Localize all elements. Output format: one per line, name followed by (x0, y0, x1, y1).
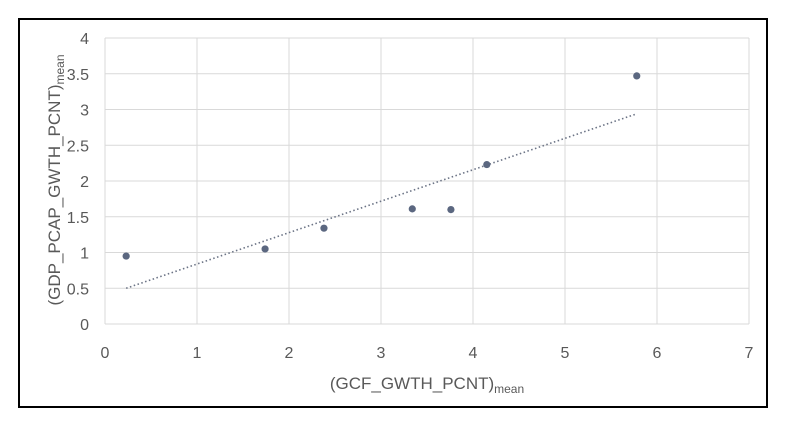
y-tick-label: 3 (80, 103, 89, 120)
y-tick-label: 2 (80, 174, 89, 191)
x-tick-label: 7 (745, 345, 754, 362)
y-tick-label: 0.5 (67, 281, 89, 298)
y-axis-title: (GDP_PCAP_GWTH_PCNT)mean (45, 54, 67, 305)
x-tick-label: 1 (193, 345, 202, 362)
y-tick-label: 1 (80, 246, 89, 263)
data-points (122, 72, 641, 260)
x-tick-label: 4 (469, 345, 478, 362)
data-point (483, 160, 491, 169)
y-tick-label: 1.5 (67, 210, 89, 227)
chart-frame (18, 18, 768, 408)
x-tick-label: 3 (377, 345, 386, 362)
y-axis-title-sub: mean (53, 54, 67, 84)
x-tick-labels: 0 1 2 3 4 5 6 7 (101, 345, 754, 362)
y-tick-labels: 0 0.5 1 1.5 2 2.5 3 3.5 4 (67, 31, 89, 334)
y-tick-label: 2.5 (67, 138, 89, 155)
data-point (633, 72, 641, 80)
y-tick-label: 4 (80, 31, 89, 48)
x-axis-title-main: (GCF_GWTH_PCNT) (330, 374, 494, 393)
x-axis-title-sub: mean (494, 382, 524, 396)
data-point (408, 205, 416, 213)
data-point (447, 206, 455, 214)
x-tick-label: 2 (285, 345, 294, 362)
data-point (261, 245, 269, 253)
x-tick-label: 6 (653, 345, 662, 362)
data-point (122, 252, 130, 260)
x-tick-label: 5 (561, 345, 570, 362)
y-tick-label: 0 (80, 317, 89, 334)
data-point (320, 224, 328, 232)
grid-lines (104, 37, 750, 325)
y-axis-title-main: (GDP_PCAP_GWTH_PCNT) (45, 85, 64, 306)
y-tick-label: 3.5 (67, 67, 89, 84)
x-tick-label: 0 (101, 345, 110, 362)
x-axis-title: (GCF_GWTH_PCNT)mean (330, 374, 524, 396)
